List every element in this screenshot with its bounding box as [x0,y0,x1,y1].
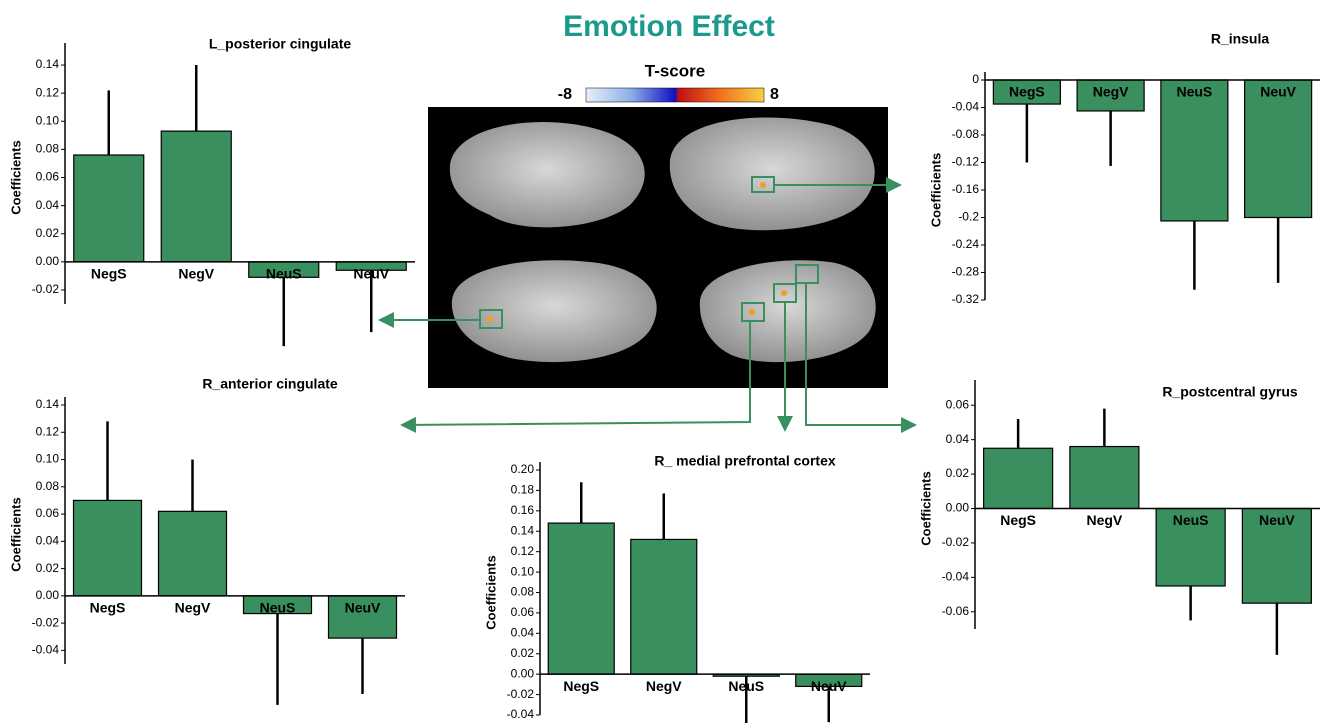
y-tick-label: 0.10 [36,452,60,466]
y-tick-label: 0.16 [511,503,535,517]
y-tick-label: 0.14 [36,57,60,71]
y-tick-label: 0.08 [36,479,60,493]
y-tick-label: 0.02 [946,466,970,480]
y-axis-label: Coefficients [918,471,933,545]
y-axis-label: Coefficients [483,555,498,629]
x-tick-label: NegV [1086,512,1122,528]
y-tick-label: 0.18 [511,483,535,497]
y-tick-label: -0.32 [952,292,980,306]
chart-title: R_ medial prefrontal cortex [654,453,835,469]
x-tick-label: NegS [563,678,599,694]
x-tick-label: NegS [1009,84,1045,100]
bar [1161,80,1228,221]
x-tick-label: NegS [1000,512,1036,528]
colorbar-label: T-score [645,61,705,80]
y-tick-label: 0.06 [36,170,60,184]
colorbar-min: -8 [558,86,572,103]
y-axis-label: Coefficients [928,153,943,227]
y-tick-label: 0.04 [511,626,535,640]
chart-title: R_postcentral gyrus [1162,384,1298,400]
chart-title: L_posterior cingulate [209,36,352,52]
y-tick-label: -0.02 [32,615,60,629]
y-tick-label: 0.06 [946,397,970,411]
y-tick-label: 0.10 [36,113,60,127]
x-tick-label: NegS [90,600,126,616]
y-tick-label: -0.08 [952,127,980,141]
y-tick-label: -0.28 [952,265,980,279]
y-tick-label: -0.02 [507,687,535,701]
y-tick-label: -0.2 [958,210,979,224]
brain-panel [380,107,915,430]
y-tick-label: 0.00 [511,666,535,680]
y-tick-label: 0 [972,72,979,86]
y-tick-label: -0.02 [942,535,970,549]
y-axis-label: Coefficients [8,140,23,214]
x-tick-label: NeuS [266,266,302,282]
x-tick-label: NegS [91,266,127,282]
x-tick-label: NeuS [1176,84,1212,100]
x-tick-label: NeuV [353,266,389,282]
figure-title: Emotion Effect [563,10,775,43]
colorbar [586,88,764,102]
chart-title: R_anterior cingulate [202,376,338,392]
colorbar-max: 8 [770,86,779,103]
bar [161,131,231,262]
x-tick-label: NeuS [260,600,296,616]
x-tick-label: NeuV [345,600,381,616]
chart-title: R_insula [1211,31,1270,47]
bar [548,523,614,674]
y-tick-label: -0.16 [952,182,980,196]
bar [984,448,1053,508]
y-tick-label: -0.06 [942,604,970,618]
y-tick-label: 0.20 [511,462,535,476]
y-tick-label: -0.04 [32,643,60,657]
y-tick-label: -0.04 [952,100,980,114]
y-tick-label: -0.24 [952,237,980,251]
y-tick-label: -0.02 [32,282,60,296]
y-tick-label: -0.04 [942,570,970,584]
y-tick-label: 0.04 [36,198,60,212]
y-axis-label: Coefficients [8,497,23,571]
x-tick-label: NeuV [811,678,847,694]
y-tick-label: 0.02 [36,226,60,240]
y-tick-label: -0.12 [952,155,980,169]
x-tick-label: NegV [175,600,211,616]
x-tick-label: NeuS [1173,512,1209,528]
y-tick-label: 0.14 [36,397,60,411]
x-tick-label: NeuV [1259,512,1295,528]
y-tick-label: 0.08 [511,585,535,599]
bar [1070,447,1139,509]
y-tick-label: 0.10 [511,564,535,578]
x-tick-label: NegV [178,266,214,282]
bar [631,539,697,674]
y-tick-label: 0.12 [36,424,60,438]
figure: Emotion Effect T-score -8 8 L_posterior … [0,0,1338,723]
y-tick-label: 0.12 [36,85,60,99]
bar [74,155,144,262]
bar [74,500,142,595]
x-tick-label: NegV [646,678,682,694]
y-tick-label: 0.06 [511,605,535,619]
y-tick-label: 0.04 [36,533,60,547]
y-tick-label: 0.00 [946,501,970,515]
y-tick-label: 0.00 [36,254,60,268]
x-tick-label: NeuV [1260,84,1296,100]
y-tick-label: 0.04 [946,432,970,446]
x-tick-label: NegV [1093,84,1129,100]
y-tick-label: 0.02 [36,561,60,575]
y-tick-label: 0.14 [511,523,535,537]
x-tick-label: NeuS [728,678,764,694]
y-tick-label: 0.02 [511,646,535,660]
y-tick-label: 0.00 [36,588,60,602]
y-tick-label: 0.12 [511,544,535,558]
y-tick-label: 0.08 [36,142,60,156]
y-tick-label: 0.06 [36,506,60,520]
y-tick-label: -0.04 [507,707,535,721]
bar [1245,80,1312,218]
bar [159,511,227,596]
